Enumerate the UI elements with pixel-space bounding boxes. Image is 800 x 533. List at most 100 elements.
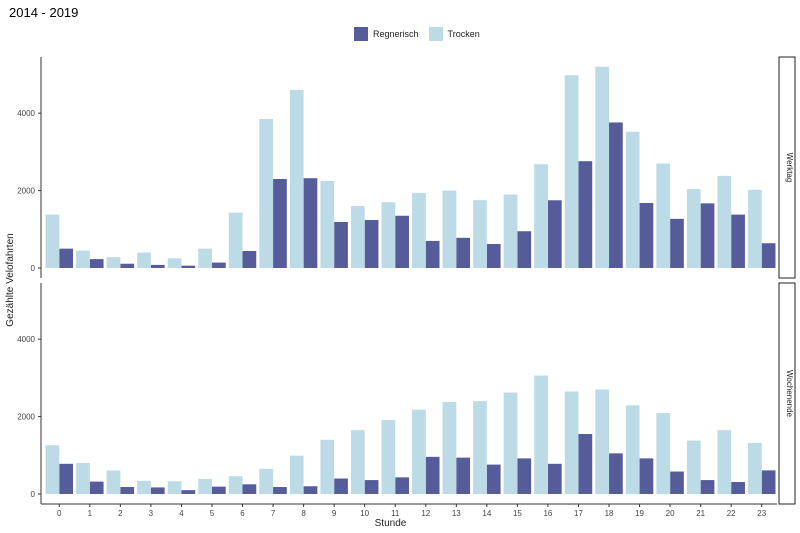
x-tick-label: 16 <box>543 509 552 518</box>
bar-regnerisch <box>761 243 776 268</box>
bar-trocken <box>717 430 732 494</box>
bar-trocken <box>442 190 457 268</box>
bar-trocken <box>228 476 243 494</box>
bar-regnerisch <box>486 244 501 268</box>
bar-trocken <box>228 212 243 268</box>
bar-regnerisch <box>211 262 226 268</box>
bar-trocken <box>137 252 151 268</box>
bar-trocken <box>198 248 212 268</box>
bar-trocken <box>625 131 640 268</box>
x-tick-label: 5 <box>210 509 215 518</box>
bar-regnerisch <box>120 487 135 494</box>
legend: Regnerisch Trocken <box>354 27 490 41</box>
bar-trocken <box>625 405 640 494</box>
chart-title: 2014 - 2019 <box>9 5 79 20</box>
bar-trocken <box>106 470 121 494</box>
bar-trocken <box>656 163 671 268</box>
bar-trocken <box>473 200 487 268</box>
bar-regnerisch <box>395 477 409 494</box>
bar-regnerisch <box>242 250 257 268</box>
bar-trocken <box>167 481 182 494</box>
x-tick-label: 2 <box>118 509 123 518</box>
bar-regnerisch <box>578 434 593 494</box>
bar-regnerisch <box>89 259 104 268</box>
bar-regnerisch <box>273 178 287 268</box>
x-tick-label: 13 <box>452 509 461 518</box>
legend-item-regnerisch: Regnerisch <box>354 27 419 41</box>
bar-regnerisch <box>731 482 745 494</box>
x-tick-label: 20 <box>666 509 675 518</box>
bar-trocken <box>412 192 426 268</box>
x-tick-label: 7 <box>271 509 276 518</box>
bar-trocken <box>45 445 60 494</box>
bar-trocken <box>259 468 274 494</box>
bar-trocken <box>442 401 457 494</box>
bar-regnerisch <box>334 478 348 494</box>
legend-swatch-trocken <box>428 27 443 41</box>
legend-item-trocken: Trocken <box>428 27 480 41</box>
bar-regnerisch <box>547 463 562 494</box>
bar-regnerisch <box>670 218 684 268</box>
y-tick-label: 0 <box>31 264 36 273</box>
x-tick-label: 15 <box>513 509 522 518</box>
bar-trocken <box>76 463 90 494</box>
bar-trocken <box>503 392 518 494</box>
x-tick-label: 18 <box>605 509 614 518</box>
bar-regnerisch <box>456 457 471 494</box>
bar-regnerisch <box>456 237 471 268</box>
x-tick-label: 10 <box>360 509 369 518</box>
bar-regnerisch <box>578 161 593 268</box>
bar-trocken <box>503 194 518 268</box>
bar-regnerisch <box>517 231 532 268</box>
bar-regnerisch <box>273 487 287 494</box>
bar-regnerisch <box>89 481 104 494</box>
bar-trocken <box>350 206 365 268</box>
bar-trocken <box>686 440 701 494</box>
bar-trocken <box>198 478 212 494</box>
bar-regnerisch <box>761 470 776 494</box>
bar-trocken <box>564 391 579 494</box>
x-tick-label: 11 <box>391 509 400 518</box>
bar-trocken <box>45 214 60 268</box>
bar-regnerisch <box>731 214 745 268</box>
x-tick-label: 9 <box>332 509 337 518</box>
bar-trocken <box>473 401 487 494</box>
facet-label-wochenende: Wochenende <box>785 370 794 418</box>
bar-trocken <box>595 66 610 269</box>
bar-regnerisch <box>639 458 654 494</box>
y-tick-label: 2000 <box>17 413 35 422</box>
bar-regnerisch <box>547 200 562 268</box>
x-tick-label: 3 <box>149 509 154 518</box>
bar-regnerisch <box>242 484 257 494</box>
bar-regnerisch <box>670 471 684 494</box>
bar-trocken <box>259 118 274 269</box>
bar-regnerisch <box>211 486 226 494</box>
bar-regnerisch <box>181 490 196 494</box>
bar-regnerisch <box>364 220 379 268</box>
bar-trocken <box>289 455 304 494</box>
x-tick-label: 1 <box>88 509 93 518</box>
bar-trocken <box>717 175 732 268</box>
bar-regnerisch <box>700 203 715 268</box>
bar-trocken <box>76 250 90 268</box>
bar-trocken <box>595 389 610 494</box>
bar-trocken <box>289 89 304 269</box>
bar-trocken <box>412 409 426 494</box>
bar-trocken <box>320 180 335 268</box>
legend-label-regnerisch: Regnerisch <box>373 29 419 39</box>
bar-regnerisch <box>486 464 501 494</box>
y-tick-label: 4000 <box>17 109 35 118</box>
x-tick-label: 23 <box>757 509 766 518</box>
bar-regnerisch <box>395 215 409 268</box>
bar-regnerisch <box>425 240 440 268</box>
x-tick-label: 14 <box>482 509 491 518</box>
bar-trocken <box>564 75 579 268</box>
bar-trocken <box>350 430 365 494</box>
y-tick-label: 0 <box>31 490 36 499</box>
bar-regnerisch <box>700 480 715 494</box>
x-axis-title: Stunde <box>375 518 407 529</box>
bar-regnerisch <box>120 263 135 268</box>
bar-regnerisch <box>364 480 379 494</box>
